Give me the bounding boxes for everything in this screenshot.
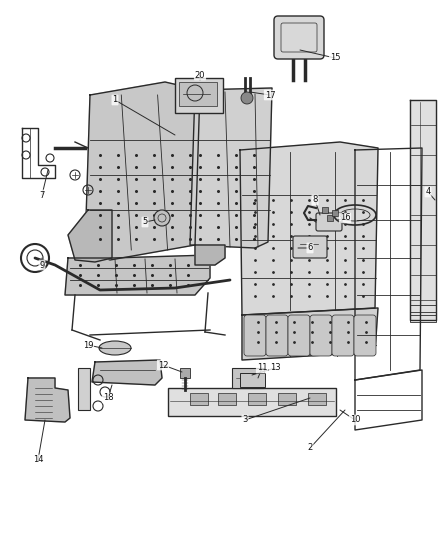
Bar [327,215,333,221]
Text: 17: 17 [265,91,276,100]
Bar [78,368,90,410]
Polygon shape [92,360,162,385]
Bar [248,393,266,405]
Text: 11: 11 [257,364,267,373]
Polygon shape [240,142,378,315]
Bar [332,210,338,216]
Text: 4: 4 [425,188,431,197]
Polygon shape [25,378,70,422]
Bar [322,207,328,213]
Polygon shape [242,308,378,360]
Text: 1: 1 [113,95,118,104]
FancyBboxPatch shape [244,315,266,356]
Bar [232,368,264,388]
Text: 12: 12 [158,360,168,369]
Ellipse shape [99,341,131,355]
Text: 19: 19 [83,341,93,350]
Bar [278,393,296,405]
Text: 15: 15 [330,53,340,62]
Bar [308,393,326,405]
FancyBboxPatch shape [354,315,376,356]
Text: 2: 2 [307,443,313,453]
Bar [179,82,217,106]
Text: 8: 8 [312,196,318,205]
FancyBboxPatch shape [332,315,354,356]
Bar [168,388,336,416]
Circle shape [154,210,170,226]
Bar [240,373,265,387]
Bar [410,315,436,322]
Polygon shape [85,82,200,260]
Text: 5: 5 [142,217,148,227]
FancyBboxPatch shape [316,213,342,231]
Polygon shape [195,245,225,265]
Bar [175,78,223,113]
Text: 7: 7 [39,190,45,199]
Bar [180,368,190,378]
Text: 6: 6 [307,244,313,253]
Text: 16: 16 [340,214,350,222]
Text: 3: 3 [242,416,247,424]
Text: 18: 18 [102,393,113,402]
FancyBboxPatch shape [274,16,324,59]
FancyBboxPatch shape [310,315,332,356]
Bar [190,393,208,405]
Polygon shape [410,100,436,320]
FancyBboxPatch shape [266,315,288,356]
Polygon shape [190,88,272,248]
FancyBboxPatch shape [293,236,327,258]
Bar [410,305,436,312]
FancyBboxPatch shape [288,315,310,356]
Polygon shape [65,255,210,295]
Circle shape [241,92,253,104]
Text: 13: 13 [270,364,280,373]
Polygon shape [68,210,112,262]
Text: 20: 20 [195,70,205,79]
Text: 10: 10 [350,416,360,424]
Text: 14: 14 [33,456,43,464]
Bar [218,393,236,405]
Text: 9: 9 [39,261,45,270]
